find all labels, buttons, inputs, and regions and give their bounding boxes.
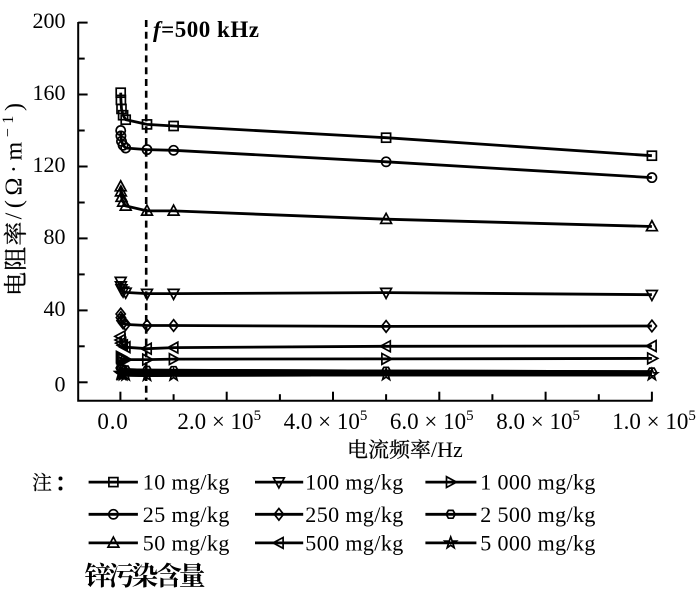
svg-text:10 mg/kg: 10 mg/kg (143, 470, 230, 495)
svg-text:80: 80 (44, 224, 66, 249)
svg-text:1.0 × 105: 1.0 × 105 (612, 408, 696, 434)
svg-text:8.0 × 105: 8.0 × 105 (496, 408, 580, 434)
svg-text:200: 200 (33, 8, 66, 33)
svg-text:120: 120 (33, 152, 66, 177)
svg-text:5 000 mg/kg: 5 000 mg/kg (480, 530, 596, 555)
svg-text:2.0 × 105: 2.0 × 105 (177, 408, 261, 434)
svg-text:500 mg/kg: 500 mg/kg (305, 530, 403, 555)
svg-text:f=500 kHz: f=500 kHz (153, 17, 259, 42)
svg-text:0: 0 (55, 371, 66, 396)
svg-text:0.0: 0.0 (97, 409, 128, 434)
svg-text:6.0 × 105: 6.0 × 105 (390, 408, 474, 434)
svg-text:40: 40 (44, 296, 66, 321)
svg-text:100 mg/kg: 100 mg/kg (305, 470, 403, 495)
svg-text:25 mg/kg: 25 mg/kg (143, 502, 230, 527)
svg-text:250 mg/kg: 250 mg/kg (305, 502, 403, 527)
svg-text:50 mg/kg: 50 mg/kg (143, 530, 230, 555)
svg-text:4.0 × 105: 4.0 × 105 (284, 408, 368, 434)
svg-text:1 000 mg/kg: 1 000 mg/kg (480, 470, 596, 495)
svg-text:2 500 mg/kg: 2 500 mg/kg (480, 502, 596, 527)
svg-text:/Hz: /Hz (431, 437, 463, 462)
svg-text:160: 160 (33, 80, 66, 105)
